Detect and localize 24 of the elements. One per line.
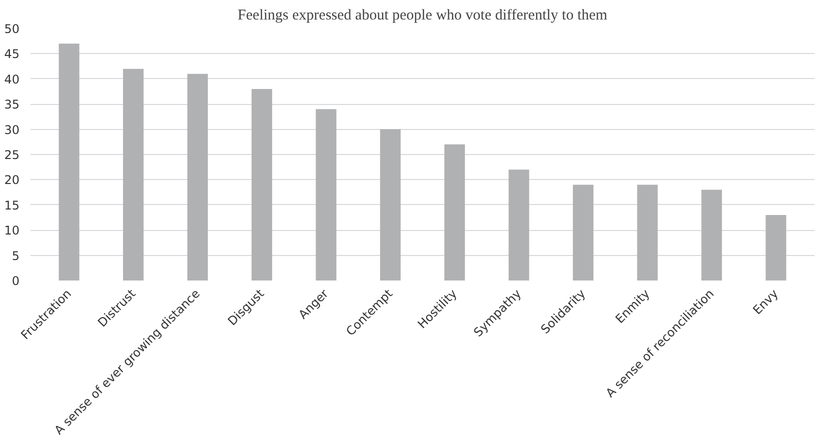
y-tick-label: 25 (4, 148, 20, 162)
y-tick-label: 20 (4, 173, 20, 188)
bar (58, 44, 80, 280)
y-tick-label: 45 (4, 47, 20, 62)
y-tick-label: 35 (4, 98, 20, 112)
bar (252, 88, 272, 280)
y-tick-label: 15 (4, 198, 20, 212)
y-tick-label: 30 (4, 122, 20, 137)
y-tick-label: 0 (12, 274, 20, 288)
y-tick-label: 5 (12, 248, 20, 263)
bar (380, 129, 401, 280)
bar (123, 68, 144, 280)
bar (316, 109, 336, 280)
y-tick-label: 40 (4, 72, 20, 86)
y-tick-label: 50 (4, 22, 20, 36)
bar (637, 184, 658, 280)
bar (766, 214, 786, 280)
y-tick-label: 10 (4, 224, 20, 238)
bar (187, 74, 208, 280)
bar (444, 144, 465, 280)
bar (701, 190, 722, 280)
chart-title: Feelings expressed about people who vote differently to them (238, 8, 608, 24)
bar (508, 170, 530, 280)
bar (572, 184, 594, 280)
